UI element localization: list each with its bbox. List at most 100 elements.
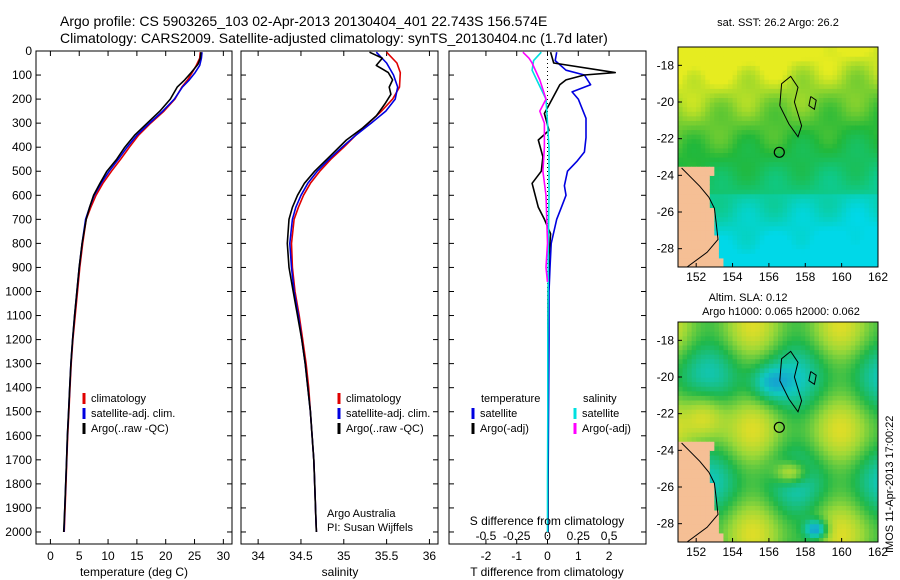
sst-map-cell: [732, 184, 738, 190]
sla-map-cell: [837, 331, 843, 337]
sla-map-cell: [850, 354, 856, 360]
sst-map-cell: [764, 138, 770, 144]
sst-map-cell: [855, 193, 861, 199]
sst-map-cell: [750, 60, 756, 66]
sst-map-cell: [746, 248, 752, 254]
sst-map-cell: [728, 166, 734, 172]
sst-map-cell: [705, 202, 711, 209]
sla-map-cell: [791, 335, 797, 341]
sla-map-cell: [818, 399, 825, 406]
sst-map-cell: [814, 79, 820, 85]
sst-map-cell: [691, 234, 697, 241]
sst-map-cell: [873, 69, 878, 76]
sla-map-cell: [805, 436, 811, 442]
sla-map-cell: [714, 340, 720, 346]
sst-map-cell: [850, 166, 856, 172]
difference-profile-xtick-label: 2: [606, 549, 613, 563]
sst-map-cell: [855, 138, 861, 144]
sst-map-cell: [814, 83, 820, 89]
sst-map-cell: [778, 106, 784, 112]
sla-map-cell: [687, 358, 693, 364]
sst-map-cell: [705, 60, 711, 66]
sst-map-cell: [818, 193, 825, 199]
sla-map-cell: [868, 344, 875, 351]
sla-map-cell: [868, 454, 875, 461]
sla-map-cell: [805, 505, 811, 511]
sla-map-cell: [768, 395, 775, 401]
sla-map-cell: [737, 331, 743, 337]
sst-map-cell: [828, 152, 834, 158]
sst-map-cell: [759, 97, 765, 103]
sst-map-cell: [855, 239, 861, 245]
sst-map-cell: [741, 234, 747, 241]
sst-map-cell: [859, 253, 865, 259]
sla-map-cell: [687, 418, 693, 424]
sst-map-cell: [732, 124, 738, 131]
sst-map-cell: [814, 120, 820, 126]
sla-map-cell: [741, 386, 747, 392]
sla-map-cell: [687, 496, 693, 502]
sla-map-cell: [791, 491, 797, 497]
sst-map-cell: [809, 234, 815, 241]
sla-map-cell: [687, 390, 693, 396]
sla-map-cell: [732, 326, 738, 332]
sst-map-cell: [800, 248, 806, 254]
sst-map-cell: [850, 102, 856, 108]
sst-map-cell: [796, 166, 802, 172]
sla-map-cell: [764, 331, 770, 337]
sla-map-cell: [841, 381, 847, 387]
sst-map-cell: [778, 115, 784, 121]
sla-map-cell: [859, 432, 865, 438]
sst-map-cell: [841, 202, 847, 209]
sla-map-cell: [814, 519, 820, 525]
sla-map-cell: [864, 477, 870, 484]
sla-map-cell: [768, 363, 775, 369]
sla-map-cell: [846, 468, 852, 474]
sla-map-cell: [709, 459, 715, 465]
sla-map-cell: [791, 532, 797, 539]
sla-map-cell: [750, 372, 756, 378]
sst-map-cell: [764, 88, 770, 94]
sla-map-cell: [787, 519, 793, 525]
sst-map-ytick-label: -18: [657, 58, 675, 72]
sla-map-cell: [805, 445, 811, 451]
sst-map-cell: [691, 79, 697, 85]
sla-map-cell: [846, 386, 852, 392]
sst-map-cell: [728, 239, 734, 245]
sla-map-cell: [859, 509, 865, 516]
sla-map-cell: [841, 441, 847, 447]
sst-map-cell: [850, 175, 856, 181]
sst-map-cell: [841, 143, 847, 149]
sst-map-cell: [714, 97, 720, 103]
sst-map-cell: [723, 248, 729, 254]
sla-map-cell: [846, 445, 852, 451]
sla-map-cell: [728, 418, 734, 424]
sst-map-cell: [787, 166, 793, 172]
sla-map-cell: [837, 482, 843, 488]
sst-map-cell: [787, 129, 793, 135]
sla-map-cell: [732, 473, 738, 479]
sla-map-cell: [682, 322, 688, 328]
sst-map-cell: [787, 161, 793, 167]
sla-map-cell: [782, 395, 788, 401]
sla-map-cell: [868, 491, 875, 497]
sst-map-cell: [768, 161, 775, 167]
sst-map-cell: [759, 253, 765, 259]
sst-map-cell: [800, 56, 806, 62]
sla-map-cell: [791, 367, 797, 374]
sla-map-cell: [709, 372, 715, 378]
sst-map-cell: [700, 170, 706, 176]
sst-map-cell: [718, 239, 725, 245]
sst-map-cell: [800, 161, 806, 167]
sla-map-cell: [837, 381, 843, 387]
sla-map-cell: [832, 523, 838, 529]
sst-map-cell: [832, 47, 838, 53]
sst-map-cell: [768, 88, 775, 94]
sst-map-cell: [791, 143, 797, 149]
sla-map-cell: [709, 482, 715, 488]
sst-map-cell: [705, 221, 711, 227]
sla-map-cell: [773, 386, 779, 392]
sla-map-cell: [678, 358, 684, 364]
sst-map-cell: [841, 92, 847, 99]
salinity-profile-xtick-label: 36: [423, 549, 437, 563]
